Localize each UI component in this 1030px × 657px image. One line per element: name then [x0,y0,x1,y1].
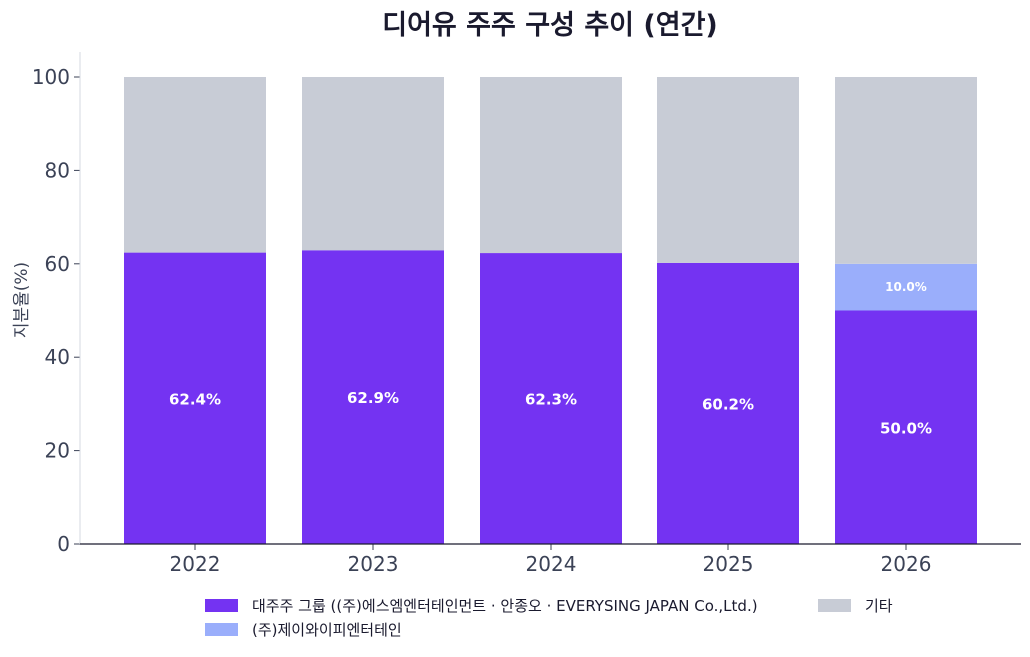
bar-segment [480,253,622,544]
bar-segment [480,77,622,254]
y-axis-label: 지분율(%) [12,262,32,338]
x-tick-label: 2026 [881,552,932,576]
bar-segment [302,77,444,251]
y-tick-label: 20 [45,439,70,463]
plot-area: 62.4% 62.9% 62.3% 60.2% 50.0% 10.0% [124,77,977,545]
chart-title: 디어유 주주 구성 추이 (연간) [382,10,718,41]
legend-label: 기타 [865,597,893,615]
bar-segment [124,252,266,545]
x-tick-label: 2025 [703,552,754,576]
data-label: 62.4% [169,390,221,408]
bar-segment [835,77,977,264]
y-tick-label: 40 [45,345,70,369]
bar-segment [302,250,444,544]
bar-segment [835,310,977,544]
bar-segment [657,262,799,544]
data-label: 62.3% [525,391,577,409]
legend-swatch [818,599,851,612]
legend-swatch [205,623,238,636]
legend-item-major-shareholder: 대주주 그룹 ((주)에스엠엔터테인먼트 · 안종오 · EVERYSING J… [205,595,758,616]
legend-label: (주)제이와이피엔터테인 [252,621,402,639]
y-tick-label: 100 [32,65,70,89]
bar-segment [124,77,266,253]
y-tick-label: 80 [45,158,70,182]
data-label: 50.0% [880,419,932,437]
legend-item-other: 기타 [818,595,893,616]
legend-swatch [205,599,238,612]
legend-item-jyp: (주)제이와이피엔터테인 [205,619,402,640]
x-tick-label: 2022 [170,552,221,576]
bar-segment [835,263,977,311]
x-tick-label: 2024 [526,552,577,576]
data-label: 62.9% [347,389,399,407]
x-tick-label: 2023 [348,552,399,576]
x-axis: 2022 2023 2024 2025 2026 [170,544,932,576]
y-tick-label: 0 [57,532,70,556]
data-label: 60.2% [702,395,754,413]
y-axis: 0 20 40 60 80 100 [32,65,80,556]
data-label: 10.0% [885,280,927,294]
legend-label: 대주주 그룹 ((주)에스엠엔터테인먼트 · 안종오 · EVERYSING J… [252,597,758,615]
y-tick-label: 60 [45,252,70,276]
bar-segment [657,77,799,263]
